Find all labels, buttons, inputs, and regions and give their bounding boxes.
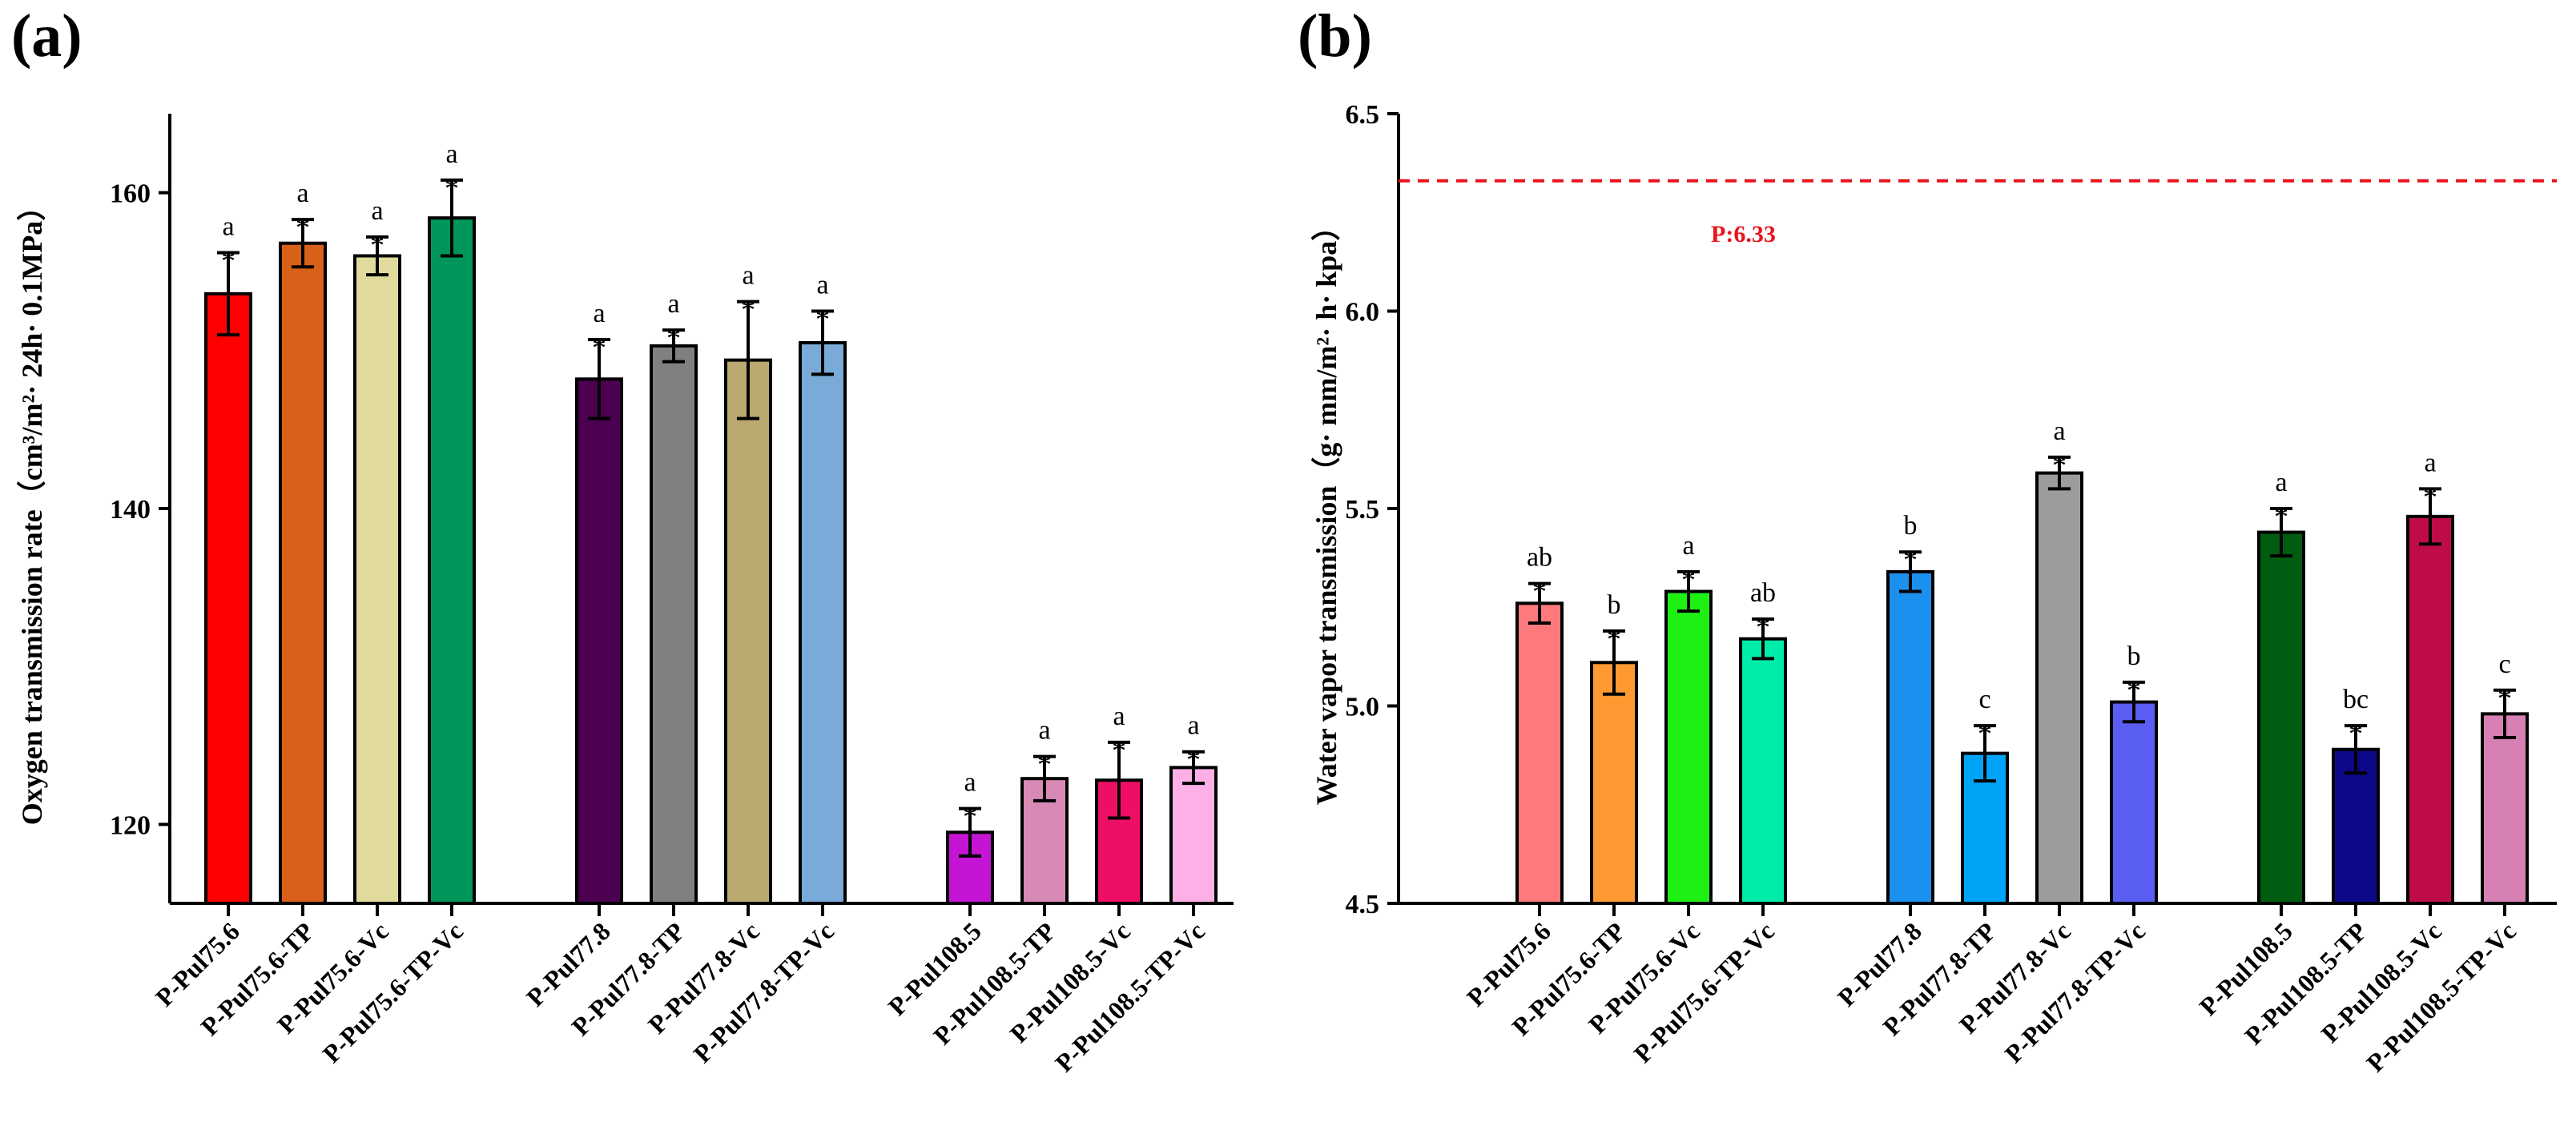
significance-letter: a: [445, 139, 457, 169]
significance-star: *: [815, 304, 830, 336]
significance-star: *: [370, 229, 384, 261]
significance-star: *: [741, 294, 755, 326]
category-label: P-Pul75.6-TP-Vc: [1628, 916, 1779, 1068]
category-label: P-Pul75.6-TP-Vc: [316, 916, 468, 1068]
bar: [575, 377, 623, 905]
significance-star: *: [2127, 674, 2141, 706]
significance-star: *: [1607, 623, 1621, 655]
y-tick-label: 140: [110, 495, 151, 525]
y-tick-label: 120: [110, 810, 151, 840]
y-tick-label: 5.5: [1346, 495, 1380, 525]
significance-star: *: [296, 211, 310, 243]
significance-letter: c: [2498, 649, 2510, 679]
bar: [353, 254, 401, 906]
significance-star: *: [2423, 481, 2437, 513]
panel-label: (b): [1298, 2, 1372, 70]
bar: [1515, 601, 1564, 905]
significance-letter: a: [222, 212, 234, 242]
bar: [1020, 777, 1069, 905]
bar: [2110, 700, 2158, 905]
significance-letter: a: [593, 299, 605, 328]
significance-letter: ab: [1750, 578, 1776, 608]
significance-letter: b: [2127, 641, 2141, 671]
significance-letter: b: [1904, 511, 1918, 541]
significance-letter: a: [371, 196, 383, 226]
bar: [724, 358, 772, 905]
category-label: P-Pul77.8-TP-Vc: [1998, 916, 2150, 1068]
bar: [2481, 712, 2529, 905]
significance-letter: c: [1978, 685, 1990, 714]
y-tick-label: 4.5: [1346, 890, 1380, 919]
significance-letter: a: [1038, 716, 1050, 746]
significance-star: *: [445, 172, 459, 204]
bar: [1169, 766, 1218, 906]
bar: [2257, 530, 2305, 906]
bar: [2035, 471, 2083, 905]
significance-star: *: [592, 332, 606, 364]
significance-star: *: [1978, 718, 1992, 750]
significance-letter: a: [816, 271, 828, 300]
bar: [204, 292, 252, 906]
y-tick-label: 5.0: [1346, 693, 1380, 722]
significance-letter: a: [1113, 702, 1125, 731]
significance-letter: bc: [2343, 685, 2369, 714]
significance-star: *: [963, 801, 977, 833]
significance-star: *: [2498, 682, 2512, 714]
significance-star: *: [2052, 449, 2067, 481]
bar: [2332, 747, 2380, 905]
bar: [799, 340, 847, 905]
significance-letter: ab: [1527, 543, 1552, 573]
y-axis-title: Oxygen transmission rate（cm³/m²· 24h· 0.…: [16, 192, 48, 826]
significance-letter: a: [742, 261, 754, 291]
significance-star: *: [666, 322, 681, 354]
significance-star: *: [1186, 744, 1201, 776]
bar: [1590, 661, 1638, 906]
significance-star: *: [1037, 749, 1052, 781]
y-axis-title: Water vapor transmission（g· mm/m²· h· kp…: [1310, 212, 1342, 806]
bar: [428, 216, 476, 906]
significance-star: *: [2274, 501, 2288, 533]
significance-star: *: [1532, 576, 1547, 608]
significance-letter: a: [1682, 531, 1694, 561]
significance-letter: a: [1187, 711, 1199, 741]
y-tick-label: 6.5: [1346, 100, 1380, 130]
significance-letter: a: [964, 768, 976, 798]
bar: [2406, 514, 2454, 905]
significance-letter: a: [2424, 448, 2436, 477]
bar: [1739, 637, 1787, 905]
significance-letter: a: [667, 289, 679, 319]
significance-letter: a: [2275, 468, 2287, 497]
significance-letter: b: [1608, 590, 1621, 620]
significance-star: *: [2349, 718, 2363, 750]
significance-letter: a: [296, 179, 308, 208]
y-tick-label: 6.0: [1346, 298, 1380, 328]
bar: [1664, 589, 1713, 906]
significance-letter: a: [2053, 416, 2065, 446]
significance-star: *: [1681, 564, 1696, 596]
bar: [1886, 569, 1934, 905]
significance-star: *: [221, 245, 235, 277]
category-label: P-Pul77.8-TP-Vc: [687, 916, 839, 1068]
panel-label: (a): [11, 2, 83, 70]
bar: [650, 344, 698, 906]
significance-star: *: [1756, 611, 1770, 643]
significance-star: *: [1112, 734, 1126, 766]
y-tick-label: 160: [110, 179, 151, 209]
bar: [279, 241, 327, 906]
reference-line-label: P:6.33: [1711, 221, 1776, 247]
significance-star: *: [1903, 544, 1918, 576]
